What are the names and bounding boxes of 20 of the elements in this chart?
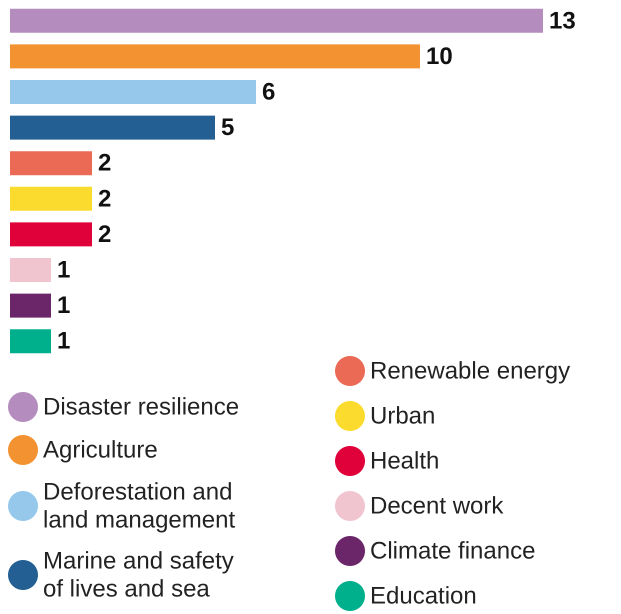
data-label: 1 <box>57 292 70 320</box>
data-label: 2 <box>98 220 112 248</box>
legend-label: Decent work <box>370 492 504 520</box>
legend-label: Health <box>370 448 440 474</box>
legend-label: Education <box>370 582 477 610</box>
data-label: 10 <box>426 42 453 70</box>
data-label: 1 <box>57 328 70 355</box>
legend-label: Climate finance <box>370 538 536 564</box>
legend-label: Marine and safety of lives and sea <box>43 548 240 602</box>
data-label: 2 <box>98 150 112 177</box>
data-label: 6 <box>262 78 276 106</box>
data-label: 5 <box>221 114 234 142</box>
legend-label: Deforestation and land management <box>43 478 240 534</box>
data-label: 2 <box>98 185 112 212</box>
data-label: 1 <box>57 256 70 284</box>
data-label: 13 <box>549 7 576 34</box>
legend-label: Urban <box>370 402 436 430</box>
legend-label: Renewable energy <box>370 358 570 384</box>
legend-label: Agriculture <box>43 436 158 464</box>
legend-label: Disaster resilience <box>43 394 240 420</box>
